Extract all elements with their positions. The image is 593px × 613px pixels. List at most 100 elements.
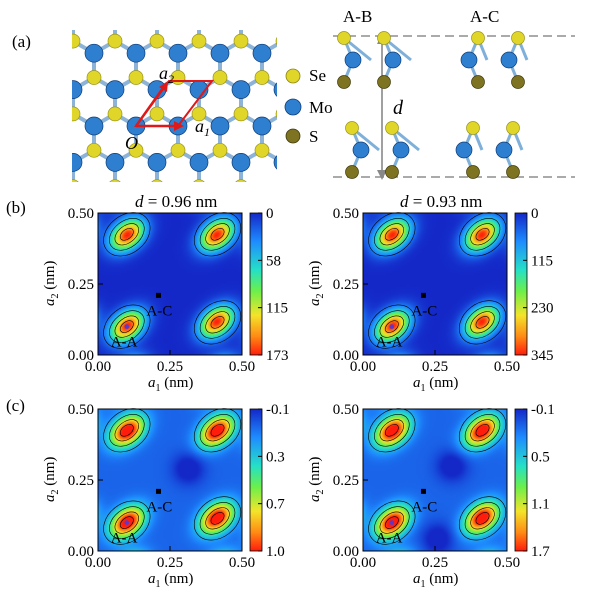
colorbar-tick-label: 345 bbox=[531, 348, 554, 364]
bond-line bbox=[31, 187, 52, 199]
panel-label-c: (c) bbox=[6, 396, 25, 415]
mo-atom bbox=[22, 81, 40, 99]
a1-arrowhead-icon bbox=[174, 121, 184, 131]
contour-ellipse bbox=[109, 310, 145, 343]
aa-point-marker bbox=[124, 324, 130, 329]
se-atom bbox=[45, 216, 59, 230]
contour-ellipse bbox=[475, 228, 490, 241]
ac-point-marker bbox=[155, 488, 161, 494]
bond-line bbox=[10, 187, 31, 199]
se-atom bbox=[107, 106, 123, 122]
x-tick-label: 0.25 bbox=[422, 359, 448, 375]
contour-ellipse bbox=[193, 300, 242, 345]
contour-ellipse bbox=[103, 304, 151, 349]
mo-atom bbox=[147, 153, 167, 172]
mo-atom bbox=[252, 116, 272, 136]
panel-label-a: (a) bbox=[12, 32, 31, 51]
contour-ellipse bbox=[210, 424, 225, 437]
se-atom bbox=[72, 33, 81, 49]
aa-point-label: A-A bbox=[376, 531, 403, 547]
s-atom bbox=[466, 165, 480, 179]
contour-ellipse bbox=[103, 408, 151, 453]
bond-line bbox=[10, 260, 31, 272]
heatmap-panel-4: 0.00 0.25 0.50 0.00 0.25 0.50 a1 (nm) a2 (nm) A-… bbox=[307, 402, 555, 590]
legend-s-label: S bbox=[309, 127, 318, 146]
colorbar-tick-label: 230 bbox=[531, 301, 554, 317]
s-atom bbox=[471, 75, 485, 89]
y-tick-label: 0.25 bbox=[68, 277, 94, 293]
contour-ellipse bbox=[458, 212, 507, 257]
x-tick-label: 0.50 bbox=[229, 359, 255, 375]
se-atom bbox=[191, 106, 207, 122]
contour-ellipse bbox=[374, 506, 410, 539]
heatmap-panel-3: 0.00 0.25 0.50 0.00 0.25 0.50 a1 (nm) a2 (nm) A-… bbox=[42, 402, 290, 590]
mo-atom bbox=[64, 226, 82, 244]
y-axis-label: a2 (nm) bbox=[42, 457, 61, 502]
colorbar-tick-label: 173 bbox=[266, 348, 289, 364]
mo-atom bbox=[43, 44, 61, 62]
contour-lines bbox=[368, 408, 507, 545]
bond-line bbox=[0, 150, 10, 162]
contour-ellipse bbox=[193, 408, 242, 453]
se-atom bbox=[45, 71, 59, 85]
se-atom bbox=[511, 31, 525, 45]
se-atom bbox=[109, 179, 121, 182]
colorbar-tick-label: 115 bbox=[266, 301, 288, 317]
mo-atom bbox=[231, 153, 251, 172]
se-atom bbox=[24, 107, 38, 121]
contour-ellipse bbox=[114, 315, 139, 338]
se-atom bbox=[72, 179, 79, 182]
bond-line bbox=[388, 5, 409, 17]
contour-ellipse bbox=[368, 500, 416, 545]
se-atom bbox=[360, 107, 374, 121]
colorbar-tick-label: 0.3 bbox=[266, 449, 285, 465]
y-tick-label: 0.25 bbox=[333, 277, 359, 293]
y-tick-label: 0.50 bbox=[68, 206, 94, 222]
bond-line bbox=[72, 112, 74, 117]
se-atom bbox=[72, 106, 81, 122]
mo-atom bbox=[105, 153, 125, 172]
bond-line bbox=[199, 5, 220, 17]
contour-ellipse bbox=[210, 316, 225, 329]
bond-line bbox=[10, 150, 31, 162]
ac-point-marker bbox=[155, 292, 161, 298]
legend-mo-label: Mo bbox=[309, 98, 333, 117]
se-atom bbox=[193, 179, 205, 182]
colorbar bbox=[514, 408, 528, 552]
aa-point-label: A-A bbox=[111, 335, 138, 351]
colorbar-tick-label: 0 bbox=[266, 206, 274, 222]
contour-ellipse bbox=[475, 424, 490, 437]
s-atom bbox=[506, 165, 520, 179]
heatmap-panel-1: d = 0.96 nm 0.00 0.25 0.50 0.00 0.25 0.50 a1 (n… bbox=[42, 192, 289, 394]
y-tick-label: 0.00 bbox=[68, 544, 94, 560]
contour-ellipse bbox=[119, 320, 134, 333]
mo-atom bbox=[316, 8, 334, 26]
plot-title: d = 0.93 nm bbox=[400, 192, 482, 211]
x-axis-label: a1 (nm) bbox=[413, 571, 458, 590]
colorbar-tick-label: -0.1 bbox=[531, 402, 555, 418]
bond-line bbox=[73, 260, 94, 272]
bond-line bbox=[72, 159, 74, 165]
contour-lines bbox=[103, 212, 242, 349]
contour-ellipse bbox=[464, 306, 501, 339]
se-atom bbox=[149, 33, 165, 49]
bond-line bbox=[31, 150, 52, 162]
colorbar-tick-label: 58 bbox=[266, 253, 281, 269]
s-atom bbox=[377, 75, 391, 89]
contour-ellipse bbox=[464, 414, 501, 447]
stacking-label-ac: A-C bbox=[470, 7, 499, 26]
se-atom bbox=[170, 142, 186, 158]
bond-line bbox=[178, 5, 199, 17]
mo-atom bbox=[231, 80, 251, 99]
se-atom bbox=[233, 106, 249, 122]
s-atom bbox=[511, 75, 525, 89]
y-tick-label: 0.00 bbox=[333, 544, 359, 560]
se-atom bbox=[506, 121, 520, 135]
se-atom bbox=[339, 143, 353, 157]
s-atom bbox=[337, 75, 351, 89]
se-atom bbox=[345, 121, 359, 135]
colorbar bbox=[514, 212, 528, 356]
y-tick-label: 0.25 bbox=[68, 473, 94, 489]
s-atom-icon bbox=[285, 128, 301, 144]
bond-line bbox=[325, 150, 346, 162]
